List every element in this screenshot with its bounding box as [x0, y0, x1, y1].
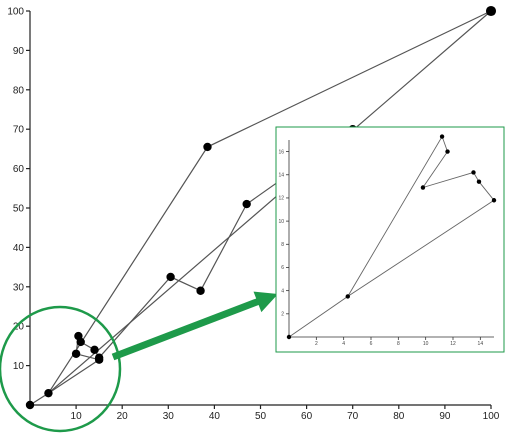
main-y-tick-label: 50: [13, 204, 25, 215]
main-x-tick-label: 30: [163, 411, 175, 422]
main-x-tick-label: 10: [71, 411, 83, 422]
main-data-point: [94, 353, 104, 362]
inset-y-tick-label: 4: [281, 288, 284, 294]
main-x-tick-label: 60: [301, 411, 313, 422]
inset-data-point: [445, 149, 450, 154]
main-data-point: [71, 349, 81, 358]
main-data-point: [166, 272, 175, 282]
main-y-tick-label: 80: [13, 85, 25, 96]
zoom-arrow-shaft: [111, 296, 264, 361]
inset-x-tick-label: 6: [370, 341, 373, 347]
main-data-point: [242, 199, 251, 209]
main-data-point: [196, 286, 205, 295]
inset-data-point: [491, 198, 497, 203]
main-data-point: [203, 142, 212, 152]
inset-frame: [275, 126, 505, 353]
main-y-tick-label: 90: [13, 46, 25, 57]
main-y-tick-label: 30: [13, 282, 25, 293]
main-x-tick-label: 80: [393, 411, 405, 422]
main-y-tick-label: 10: [13, 361, 25, 372]
main-series-line-2: [47, 10, 492, 394]
inset-group: 2 4 6 8 10 12 14 2 4 6 8 10 12 14 16: [275, 126, 505, 353]
main-x-tick-label: 70: [347, 411, 359, 422]
inset-x-tick-label: 10: [423, 341, 429, 347]
main-x-tick-label: 90: [439, 411, 451, 422]
inset-x-tick-label: 8: [397, 341, 400, 347]
main-y-tick-label: 20: [13, 322, 25, 333]
inset-x-tick-label: 14: [478, 341, 484, 347]
main-x-tick-label: 20: [117, 411, 129, 422]
inset-y-tick-label: 16: [278, 149, 284, 155]
inset-y-tick-label: 10: [278, 219, 284, 225]
inset-data-point: [471, 170, 476, 175]
main-series-line-1: [29, 128, 354, 406]
main-x-tick-label: 40: [209, 411, 221, 422]
main-y-tick-label: 100: [7, 7, 24, 18]
main-y-tick-label: 70: [13, 125, 25, 136]
main-data-point: [25, 400, 35, 410]
inset-data-point: [439, 134, 445, 139]
main-y-tick-label: 60: [13, 164, 25, 175]
inset-y-tick-label: 6: [281, 265, 284, 271]
zoom-highlight-circle: [0, 305, 122, 433]
main-data-point: [485, 5, 497, 17]
inset-y-tick-label: 12: [278, 196, 284, 202]
inset-y-tick-label: 14: [278, 173, 284, 179]
main-x-tick-label: 100: [483, 411, 500, 422]
inset-data-point: [286, 334, 292, 340]
main-data-point: [76, 337, 85, 347]
main-group: 10 20 30 40 50 60 70 80 90 100 10 20 30 40 50 60 70 80 90 1…: [7, 5, 500, 422]
inset-x-tick-label: 4: [342, 341, 345, 347]
inset-x-tick-label: 2: [315, 341, 318, 347]
main-data-point: [44, 388, 53, 398]
inset-data-point: [345, 294, 350, 299]
inset-data-point: [476, 179, 482, 184]
main-y-tick-label: 40: [13, 243, 25, 254]
inset-y-tick-label: 2: [281, 312, 284, 318]
main-data-point: [90, 345, 99, 355]
inset-y-tick-label: 8: [281, 242, 284, 248]
main-x-tick-label: 50: [255, 411, 267, 422]
zoom-arrow-head: [253, 291, 278, 313]
inset-data-point: [420, 185, 426, 190]
inset-x-tick-label: 12: [450, 341, 456, 347]
